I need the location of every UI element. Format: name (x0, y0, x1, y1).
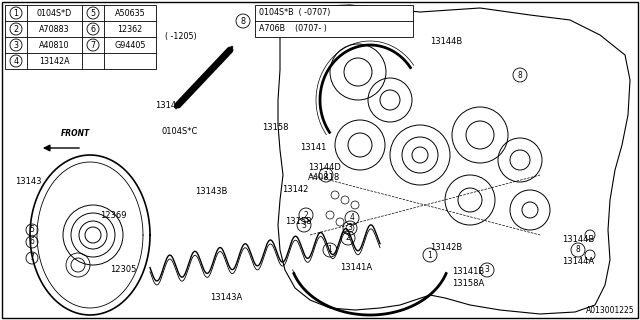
Text: 2: 2 (303, 211, 308, 220)
Text: 1: 1 (328, 245, 332, 254)
Text: 1: 1 (324, 171, 328, 180)
Text: A40818: A40818 (308, 172, 340, 181)
Text: 0104S*C: 0104S*C (162, 127, 198, 137)
Text: 13142: 13142 (282, 186, 308, 195)
Text: 4: 4 (13, 57, 19, 66)
Text: 2: 2 (346, 234, 350, 243)
Text: 2: 2 (13, 25, 19, 34)
Text: A013001225: A013001225 (586, 306, 635, 315)
Text: 12369: 12369 (100, 211, 127, 220)
Bar (255, 5, 413, 37)
Text: 13141: 13141 (300, 143, 326, 153)
Text: 13143A: 13143A (210, 293, 243, 302)
Text: 12305: 12305 (110, 266, 136, 275)
Text: 7: 7 (90, 41, 95, 50)
Text: G94405: G94405 (115, 41, 146, 50)
Text: 3: 3 (348, 223, 353, 233)
Text: 13141A: 13141A (340, 263, 372, 273)
Text: 6: 6 (29, 237, 35, 246)
Text: A70883: A70883 (39, 25, 70, 34)
Text: 12362: 12362 (117, 25, 143, 34)
Text: 0104S*D: 0104S*D (37, 9, 72, 18)
Text: A706B    (0707- ): A706B (0707- ) (259, 25, 327, 34)
Text: 6: 6 (90, 25, 95, 34)
Text: 13158A: 13158A (452, 278, 484, 287)
Text: 7: 7 (29, 253, 35, 262)
Text: 13158: 13158 (285, 218, 312, 227)
Text: 13158: 13158 (262, 124, 289, 132)
Text: 8: 8 (575, 245, 580, 254)
Text: 8: 8 (241, 17, 246, 26)
Text: 3: 3 (13, 41, 19, 50)
Text: 13144: 13144 (155, 100, 181, 109)
Text: 13143B: 13143B (195, 188, 227, 196)
Text: 13144D: 13144D (308, 163, 341, 172)
Text: 13141B: 13141B (452, 268, 484, 276)
Text: 1: 1 (13, 9, 19, 18)
Text: 4: 4 (349, 213, 355, 222)
Text: 13144A: 13144A (562, 258, 594, 267)
Text: A50635: A50635 (115, 9, 145, 18)
Text: 3: 3 (484, 266, 490, 275)
Text: FRONT: FRONT (60, 129, 90, 138)
Bar (5, 5, 156, 69)
Text: 0104S*B  ( -0707): 0104S*B ( -0707) (259, 9, 330, 18)
Text: 13142A: 13142A (39, 57, 70, 66)
Text: A40810: A40810 (39, 41, 70, 50)
Text: 5: 5 (90, 9, 95, 18)
Text: 13144B: 13144B (562, 236, 595, 244)
Text: ( -1205): ( -1205) (165, 33, 196, 42)
Text: 3: 3 (301, 220, 307, 229)
Text: 13144B: 13144B (430, 37, 462, 46)
Text: 13142B: 13142B (430, 243, 462, 252)
Text: 5: 5 (29, 226, 35, 235)
Text: 8: 8 (518, 70, 522, 79)
Text: 1: 1 (428, 251, 433, 260)
Text: 13143: 13143 (15, 178, 42, 187)
